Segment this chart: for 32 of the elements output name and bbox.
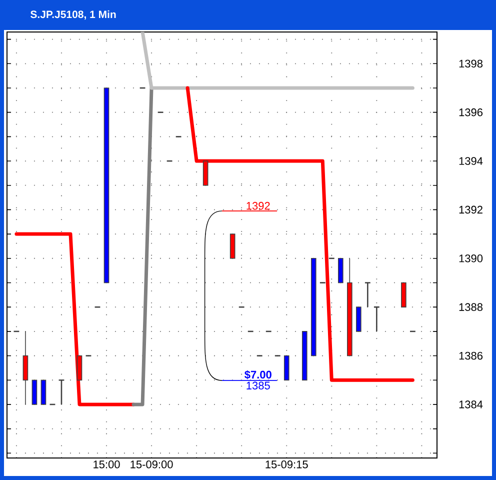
candlestick [104, 88, 110, 284]
y-tick-label: 1384 [459, 400, 483, 408]
annotation: 1385 [246, 382, 270, 390]
y-tick-label: 1392 [459, 206, 482, 214]
y-tick-label: 1394 [459, 157, 483, 165]
annotation: $7.00 [244, 370, 272, 380]
candlestick [76, 355, 82, 380]
candlestick [284, 355, 290, 380]
candlestick [58, 379, 65, 406]
candlestick [356, 306, 362, 332]
y-tick-label: 1386 [459, 352, 483, 360]
y-tick-label: 1390 [459, 254, 483, 262]
y-tick-label: 1396 [459, 108, 483, 116]
candlestick [22, 331, 28, 405]
candlestick [347, 258, 352, 356]
candlestick [202, 160, 208, 186]
candlestick [401, 282, 406, 308]
candlestick [338, 258, 344, 284]
candlestick [40, 380, 46, 405]
y-tick-label: 1398 [459, 60, 483, 68]
y-tick-label: 1388 [459, 303, 483, 311]
chart-title: S.JP.J5108, 1 Min [30, 10, 116, 20]
candlestick [373, 306, 380, 332]
candlestick [230, 234, 236, 259]
x-tick-label: 15-09:00 [130, 460, 173, 468]
annotation: 1392 [246, 202, 270, 210]
x-tick-label: 15:00 [94, 460, 120, 468]
candlestick [32, 380, 38, 405]
candlestick [364, 282, 372, 308]
x-tick-label: 15-09:15 [266, 460, 308, 468]
candlestick [310, 258, 316, 356]
candlestick [302, 331, 308, 380]
